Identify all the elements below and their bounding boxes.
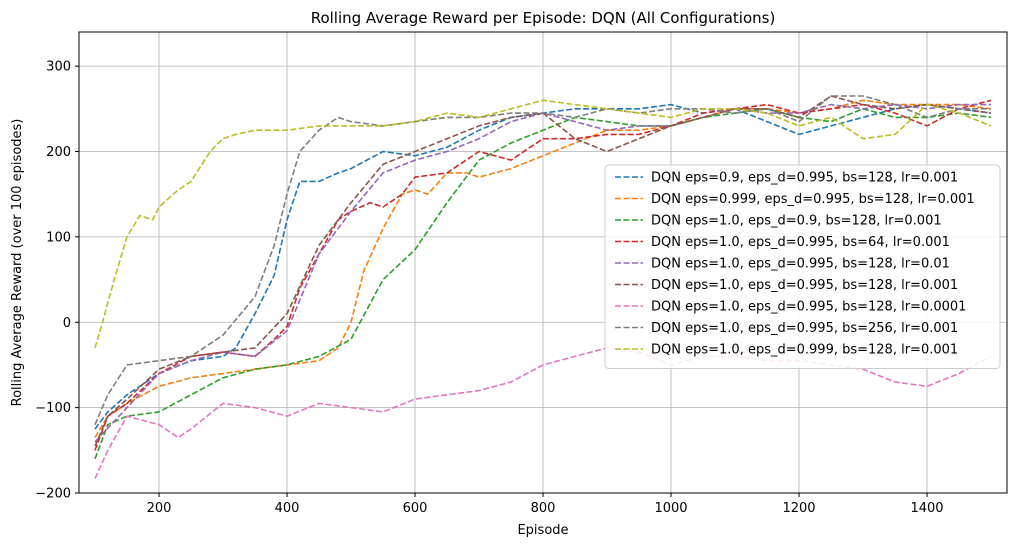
y-axis-label: Rolling Average Reward (over 100 episode… bbox=[10, 119, 25, 407]
legend-entry: DQN eps=1.0, eps_d=0.995, bs=128, lr=0.0… bbox=[651, 300, 966, 315]
y-axis-ticks: −200 −100 0 100 200 300 bbox=[35, 60, 79, 502]
y-tick-label: 300 bbox=[46, 60, 71, 75]
x-axis-label: Episode bbox=[517, 523, 568, 538]
y-tick-label: 100 bbox=[46, 230, 71, 245]
y-tick-label: −200 bbox=[35, 487, 71, 502]
y-tick-label: 200 bbox=[46, 145, 71, 160]
series-line-9 bbox=[94, 99, 992, 349]
legend-entry: DQN eps=1.0, eps_d=0.9, bs=128, lr=0.001 bbox=[651, 214, 942, 229]
legend-box bbox=[604, 164, 1001, 369]
y-tick-label: −100 bbox=[35, 401, 71, 416]
x-tick-label: 200 bbox=[147, 501, 172, 516]
legend-entry: DQN eps=1.0, eps_d=0.999, bs=128, lr=0.0… bbox=[651, 343, 958, 358]
legend-entry: DQN eps=1.0, eps_d=0.995, bs=128, lr=0.0… bbox=[651, 257, 950, 272]
chart-title: Rolling Average Reward per Episode: DQN … bbox=[311, 9, 776, 27]
x-tick-label: 1000 bbox=[654, 501, 687, 516]
x-tick-label: 400 bbox=[275, 501, 300, 516]
x-tick-label: 800 bbox=[531, 501, 556, 516]
legend: DQN eps=0.9, eps_d=0.995, bs=128, lr=0.0… bbox=[604, 164, 1001, 369]
legend-entry: DQN eps=1.0, eps_d=0.995, bs=64, lr=0.00… bbox=[651, 235, 950, 250]
series-lines bbox=[94, 95, 992, 479]
legend-entry: DQN eps=1.0, eps_d=0.995, bs=128, lr=0.0… bbox=[651, 278, 958, 293]
series-line-4 bbox=[94, 99, 992, 451]
series-line-1 bbox=[94, 103, 992, 430]
x-axis-ticks: 200 400 600 800 1000 1200 1400 bbox=[147, 493, 944, 516]
series-line-6 bbox=[94, 95, 992, 447]
x-tick-label: 600 bbox=[403, 501, 428, 516]
y-tick-label: 0 bbox=[63, 316, 71, 331]
x-tick-label: 1400 bbox=[910, 501, 943, 516]
legend-entry: DQN eps=0.9, eps_d=0.995, bs=128, lr=0.0… bbox=[651, 171, 958, 186]
legend-entry: DQN eps=0.999, eps_d=0.995, bs=128, lr=0… bbox=[651, 192, 975, 207]
x-tick-label: 1200 bbox=[782, 501, 815, 516]
legend-entry: DQN eps=1.0, eps_d=0.995, bs=256, lr=0.0… bbox=[651, 321, 958, 336]
series-line-8 bbox=[94, 95, 991, 426]
series-line-3 bbox=[94, 108, 992, 460]
